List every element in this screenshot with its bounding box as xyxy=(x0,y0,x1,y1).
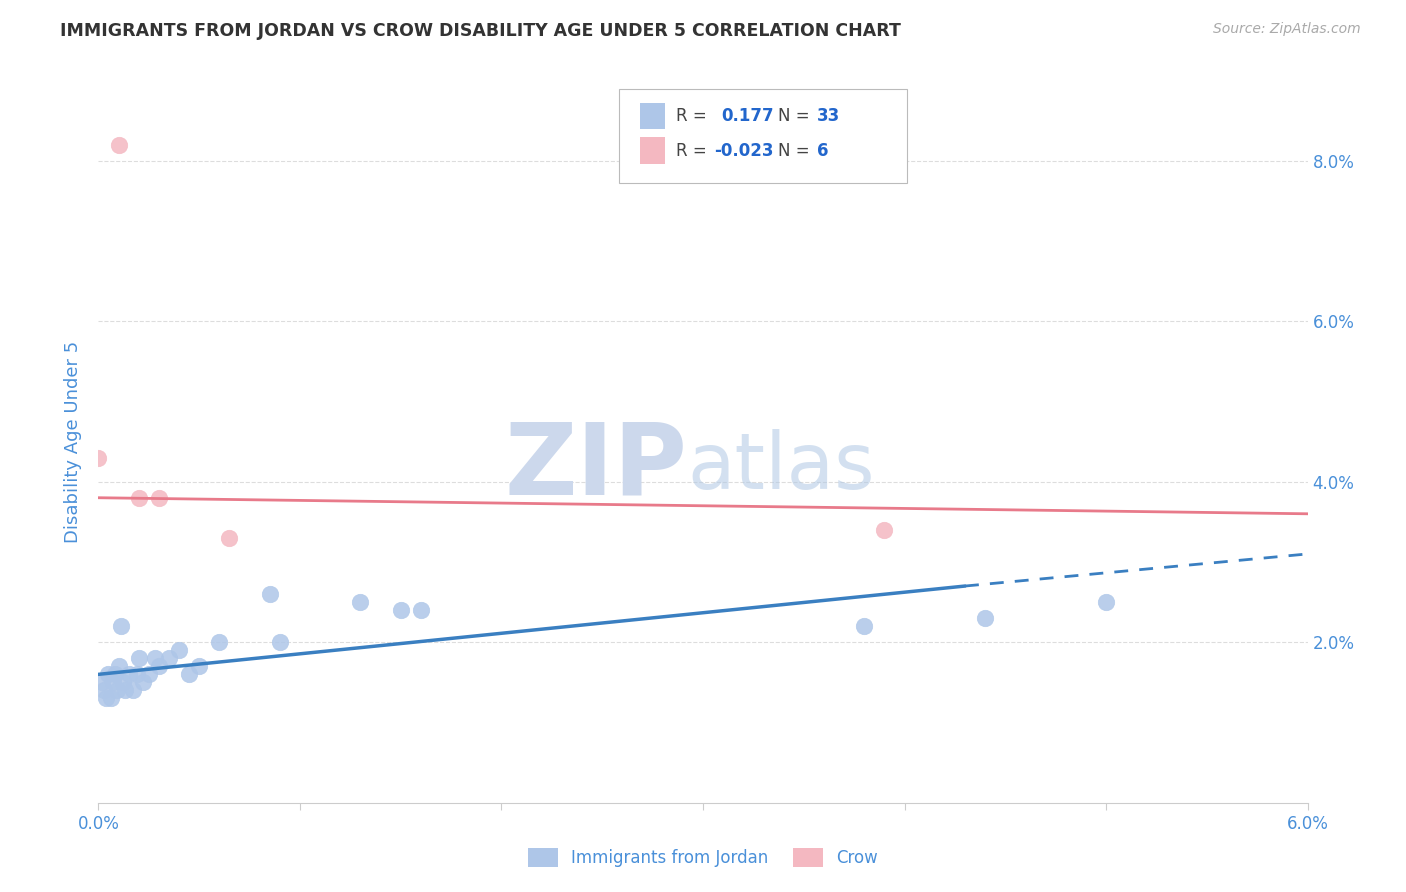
Text: 33: 33 xyxy=(817,107,841,125)
Point xyxy=(118,667,141,681)
Point xyxy=(128,491,150,505)
Point xyxy=(138,667,160,681)
Text: IMMIGRANTS FROM JORDAN VS CROW DISABILITY AGE UNDER 5 CORRELATION CHART: IMMIGRANTS FROM JORDAN VS CROW DISABILIT… xyxy=(60,22,901,40)
Point xyxy=(110,619,132,633)
Point xyxy=(853,619,876,633)
Point xyxy=(101,675,124,690)
Point xyxy=(218,531,240,545)
Point xyxy=(105,683,128,698)
Point xyxy=(167,643,190,657)
Point xyxy=(409,603,432,617)
Point xyxy=(974,611,997,625)
Text: N =: N = xyxy=(778,142,808,160)
Point xyxy=(188,659,211,673)
Point xyxy=(148,491,170,505)
Point xyxy=(87,450,110,465)
Point xyxy=(111,675,134,690)
Point xyxy=(143,651,166,665)
Text: 0.177: 0.177 xyxy=(721,107,773,125)
Legend: Immigrants from Jordan, Crow: Immigrants from Jordan, Crow xyxy=(522,841,884,874)
Text: R =: R = xyxy=(676,142,707,160)
Y-axis label: Disability Age Under 5: Disability Age Under 5 xyxy=(63,341,82,542)
Point xyxy=(121,683,143,698)
Text: R =: R = xyxy=(676,107,707,125)
Point xyxy=(91,675,114,690)
Text: atlas: atlas xyxy=(688,429,875,505)
Text: -0.023: -0.023 xyxy=(714,142,773,160)
Point xyxy=(128,651,150,665)
Text: Source: ZipAtlas.com: Source: ZipAtlas.com xyxy=(1213,22,1361,37)
Point xyxy=(208,635,231,649)
Point xyxy=(114,683,136,698)
Point xyxy=(100,691,122,706)
Point xyxy=(269,635,291,649)
Point xyxy=(157,651,180,665)
Point xyxy=(125,667,148,681)
Text: 6: 6 xyxy=(817,142,828,160)
Point xyxy=(259,587,281,601)
Point xyxy=(1095,595,1118,609)
Point xyxy=(148,659,170,673)
Point xyxy=(97,667,120,681)
Point xyxy=(389,603,412,617)
Point xyxy=(873,523,896,537)
Point xyxy=(132,675,155,690)
Point xyxy=(349,595,371,609)
Point xyxy=(179,667,201,681)
Text: ZIP: ZIP xyxy=(505,418,688,516)
Point xyxy=(93,683,115,698)
Point xyxy=(107,659,129,673)
Point xyxy=(96,691,118,706)
Point xyxy=(107,137,129,152)
Point xyxy=(103,667,125,681)
Text: N =: N = xyxy=(778,107,808,125)
